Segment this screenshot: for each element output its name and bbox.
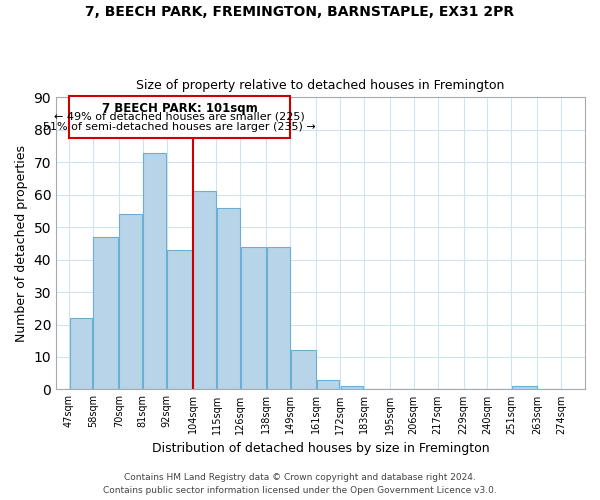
Text: 51% of semi-detached houses are larger (235) →: 51% of semi-detached houses are larger (… [43,122,316,132]
Text: 7 BEECH PARK: 101sqm: 7 BEECH PARK: 101sqm [102,102,257,115]
Bar [119,214,142,390]
Bar [94,237,118,390]
FancyBboxPatch shape [69,96,290,138]
Text: 7, BEECH PARK, FREMINGTON, BARNSTAPLE, EX31 2PR: 7, BEECH PARK, FREMINGTON, BARNSTAPLE, E… [85,5,515,19]
Bar [167,250,192,390]
Bar [193,192,216,390]
Bar [341,386,364,390]
Bar [217,208,240,390]
Bar [317,380,340,390]
Text: ← 49% of detached houses are smaller (225): ← 49% of detached houses are smaller (22… [54,112,305,122]
Bar [241,246,266,390]
Bar [512,386,537,390]
Bar [70,318,92,390]
Title: Size of property relative to detached houses in Fremington: Size of property relative to detached ho… [136,79,505,92]
Bar [143,152,166,390]
Y-axis label: Number of detached properties: Number of detached properties [15,145,28,342]
Bar [267,246,290,390]
Bar [291,350,316,390]
X-axis label: Distribution of detached houses by size in Fremington: Distribution of detached houses by size … [152,442,490,455]
Text: Contains HM Land Registry data © Crown copyright and database right 2024.
Contai: Contains HM Land Registry data © Crown c… [103,474,497,495]
